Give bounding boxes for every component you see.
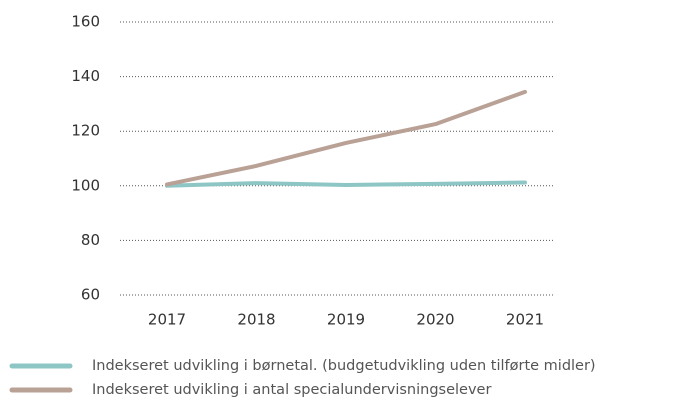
data-line [165,89,527,187]
x-tick-label: 2021 [506,311,544,329]
x-tick-label: 2019 [327,311,365,329]
y-tick-label: 140 [71,67,100,85]
x-tick-label: 2020 [416,311,454,329]
legend-label: Indekseret udvikling i antal specialunde… [92,382,491,398]
y-tick-label: 80 [81,231,100,249]
y-tick-label: 160 [71,13,100,31]
y-tick-label: 60 [81,286,100,304]
data-line [165,180,527,188]
y-tick-label: 120 [71,122,100,140]
legend-label: Indekseret udvikling i børnetal. (budget… [92,358,596,374]
y-tick-label: 100 [71,176,100,194]
x-tick-label: 2018 [237,311,275,329]
x-tick-label: 2017 [148,311,186,329]
